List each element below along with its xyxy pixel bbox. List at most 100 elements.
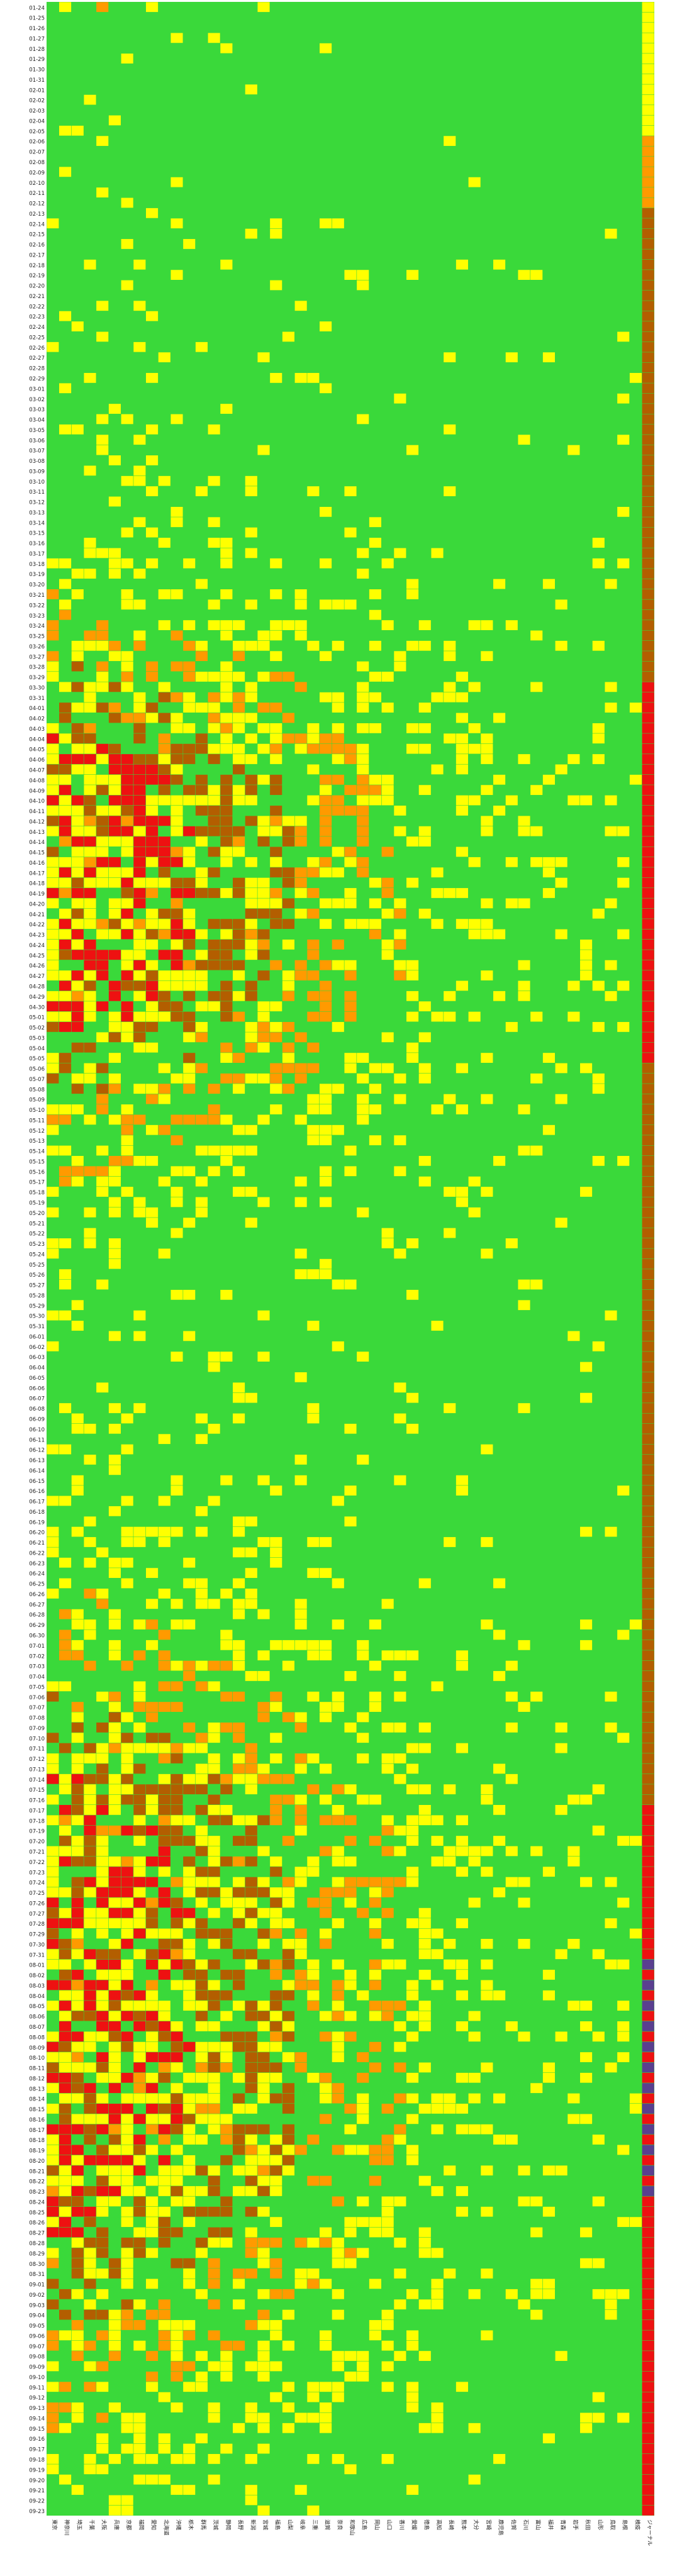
heatmap-cell <box>158 847 170 857</box>
row-label: 04-07 <box>29 767 45 774</box>
heatmap-cell <box>245 1588 257 1599</box>
heatmap-cell <box>320 806 332 816</box>
row-label: 07-13 <box>29 1767 45 1773</box>
heatmap-cell <box>418 1001 431 1012</box>
heatmap-cell <box>530 2227 543 2238</box>
heatmap-cell <box>121 1825 133 1836</box>
heatmap-cell <box>208 950 220 960</box>
heatmap-cell <box>84 939 96 950</box>
heatmap-cell <box>481 1980 493 1990</box>
heatmap-cell <box>282 331 294 342</box>
heatmap-cell <box>257 908 270 919</box>
heatmap-cell <box>121 2279 133 2289</box>
heatmap-cell <box>530 1011 543 1022</box>
heatmap-cell <box>96 1094 109 1104</box>
heatmap-cell <box>282 2093 294 2104</box>
heatmap-cell <box>518 1897 530 1908</box>
heatmap-cell <box>195 1743 208 1753</box>
row-label: 03-10 <box>29 479 45 486</box>
heatmap-cell <box>642 2268 654 2279</box>
heatmap-cell <box>320 1763 332 1774</box>
heatmap-cell <box>617 1733 630 1743</box>
heatmap-cell <box>642 2279 654 2289</box>
heatmap-cell <box>642 1423 654 1434</box>
heatmap-cell <box>418 1815 431 1826</box>
heatmap-cell <box>208 2268 220 2279</box>
heatmap-cell <box>257 1959 270 1970</box>
heatmap-cell <box>96 1846 109 1857</box>
heatmap-cell <box>418 785 431 796</box>
heatmap-cell <box>642 321 654 331</box>
heatmap-cell <box>170 1784 183 1795</box>
heatmap-cell <box>121 1887 133 1897</box>
heatmap-cell <box>108 836 121 847</box>
heatmap-cell <box>642 1526 654 1537</box>
heatmap-cell <box>108 806 121 816</box>
heatmap-cell <box>146 2114 159 2124</box>
heatmap-cell <box>245 1124 257 1135</box>
heatmap-cell <box>642 919 654 930</box>
heatmap-cell <box>642 1124 654 1135</box>
heatmap-cell <box>468 2474 481 2485</box>
row-label: 06-06 <box>29 1385 45 1392</box>
heatmap-cell <box>642 2217 654 2228</box>
heatmap-cell <box>121 806 133 816</box>
heatmap-cell <box>220 2124 233 2135</box>
row-label: 03-13 <box>29 510 45 516</box>
heatmap-cell <box>84 2268 96 2279</box>
row-label: 07-03 <box>29 1664 45 1670</box>
heatmap-cell <box>71 1011 84 1022</box>
heatmap-cell <box>642 1691 654 1702</box>
heatmap-cell <box>47 341 59 352</box>
heatmap-cell <box>121 475 133 486</box>
heatmap-cell <box>270 1774 282 1784</box>
heatmap-cell <box>456 1485 468 1496</box>
heatmap-cell <box>642 2340 654 2351</box>
heatmap-cell <box>270 1794 282 1805</box>
heatmap-cell <box>195 785 208 796</box>
heatmap-cell <box>642 2 654 13</box>
heatmap-cell <box>357 2248 369 2258</box>
heatmap-cell <box>270 2361 282 2372</box>
heatmap-cell <box>357 2217 369 2228</box>
heatmap-cell <box>133 950 146 960</box>
heatmap-cell <box>146 888 159 898</box>
heatmap-cell <box>406 2485 419 2495</box>
row-label: 02-28 <box>29 366 45 372</box>
heatmap-cell <box>146 2454 159 2464</box>
row-label: 06-14 <box>29 1468 45 1474</box>
heatmap-cell <box>208 1980 220 1990</box>
heatmap-cell <box>642 1640 654 1650</box>
heatmap-cell <box>270 1897 282 1908</box>
heatmap-cell <box>406 1825 419 1836</box>
heatmap-cell <box>96 331 109 342</box>
heatmap-cell <box>357 548 369 558</box>
heatmap-cell <box>71 1949 84 1960</box>
heatmap-cell <box>369 1660 381 1671</box>
heatmap-cell <box>195 2165 208 2176</box>
heatmap-cell <box>108 2495 121 2506</box>
heatmap-cell <box>146 857 159 867</box>
heatmap-cell <box>96 1836 109 1846</box>
heatmap-cell <box>394 806 406 816</box>
heatmap-cell <box>71 2072 84 2083</box>
heatmap-cell <box>257 929 270 940</box>
heatmap-cell <box>47 2299 59 2310</box>
row-label: 07-14 <box>29 1777 45 1784</box>
heatmap-cell <box>71 1887 84 1897</box>
heatmap-cell <box>146 2227 159 2238</box>
heatmap-cell <box>121 2412 133 2423</box>
heatmap-cell <box>158 754 170 764</box>
heatmap-cell <box>642 589 654 599</box>
row-label: 03-29 <box>29 675 45 681</box>
heatmap-cell <box>270 754 282 764</box>
heatmap-cell <box>282 1938 294 1949</box>
heatmap-cell <box>394 1073 406 1084</box>
heatmap-cell <box>71 651 84 662</box>
heatmap-cell <box>418 1063 431 1074</box>
heatmap-cell <box>96 2412 109 2423</box>
heatmap-cell <box>108 1856 121 1867</box>
heatmap-cell <box>84 1238 96 1248</box>
heatmap-cell <box>431 1836 444 1846</box>
heatmap-cell <box>84 1918 96 1928</box>
